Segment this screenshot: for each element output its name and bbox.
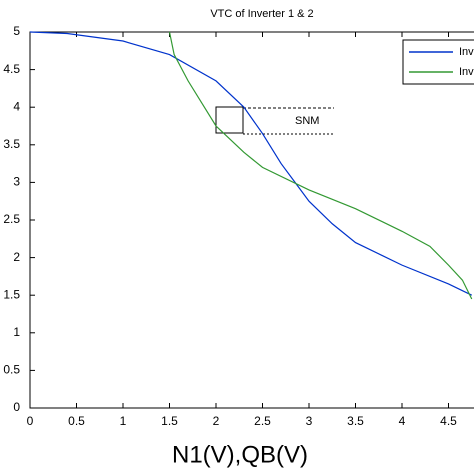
- y-tick-label: 4: [13, 99, 20, 113]
- y-tick-label: 1: [13, 325, 20, 339]
- y-tick-label: 2.5: [3, 212, 20, 226]
- series-line: [168, 31, 473, 300]
- y-tick-label: 2: [13, 250, 20, 264]
- x-tick-label: 0: [27, 414, 34, 428]
- x-tick-label: 3: [306, 414, 313, 428]
- legend-box: [402, 39, 474, 85]
- chart-title: VTC of Inverter 1 & 2: [210, 8, 313, 20]
- y-tick-label: 0: [13, 400, 20, 414]
- x-tick-label: 3.5: [347, 414, 364, 428]
- annotation: SNM: [295, 115, 319, 127]
- x-tick-label: 1: [120, 414, 127, 428]
- legend-label: Inverter 1: [459, 46, 474, 58]
- y-tick-label: 1.5: [3, 287, 20, 301]
- x-tick-label: 2: [213, 414, 220, 428]
- x-tick-label: 1.5: [161, 414, 178, 428]
- x-tick-label: 2.5: [254, 414, 271, 428]
- x-axis-label: N1(V),QB(V): [172, 441, 308, 468]
- x-tick-label: 0.5: [68, 414, 85, 428]
- snm-square: [215, 106, 244, 134]
- series-line: [29, 31, 473, 296]
- y-tick-label: 3.5: [3, 137, 20, 151]
- x-tick-label: 4.5: [440, 414, 457, 428]
- y-tick-label: 4.5: [3, 62, 20, 76]
- y-tick-label: 3: [13, 175, 20, 189]
- legend-label: Inverter 2: [459, 66, 474, 78]
- y-tick-label: 5: [13, 24, 20, 38]
- x-tick-label: 4: [399, 414, 406, 428]
- y-tick-label: 0.5: [3, 363, 20, 377]
